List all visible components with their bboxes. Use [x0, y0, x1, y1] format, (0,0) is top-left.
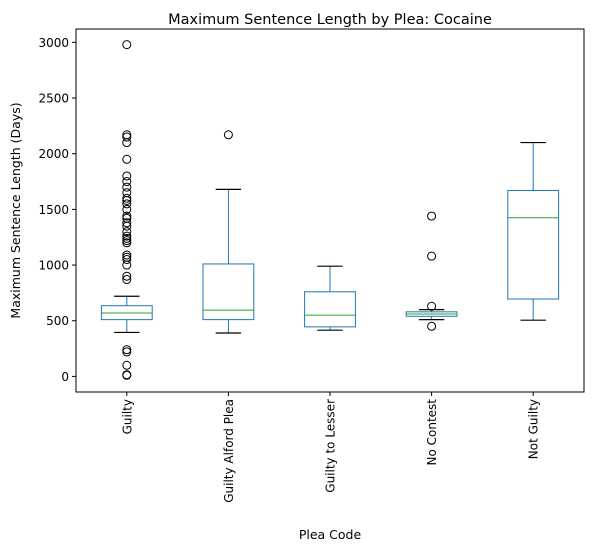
outlier-point	[427, 211, 437, 221]
outlier-point	[122, 236, 132, 246]
box-iqr	[507, 189, 560, 300]
outlier-point	[122, 171, 132, 181]
outlier-point	[122, 227, 132, 237]
outlier-point	[122, 345, 132, 355]
outlier-point	[427, 301, 437, 311]
outlier-point	[122, 193, 132, 203]
outlier-point	[122, 233, 132, 243]
x-tick-label: Not Guilty	[527, 399, 541, 459]
x-axis-label: Plea Code	[299, 527, 362, 542]
outlier-point	[122, 213, 132, 223]
boxes-layer	[100, 40, 560, 380]
outlier-point	[122, 252, 132, 262]
x-tick-label: Guilty Alford Plea	[222, 399, 236, 503]
outlier-point	[122, 218, 132, 228]
y-tick-label: 1000	[38, 259, 69, 273]
outlier-point	[122, 370, 132, 380]
outlier-point	[122, 231, 132, 241]
x-tick-label: Guilty	[120, 399, 134, 434]
box-group	[100, 40, 153, 380]
outlier-point	[122, 275, 132, 285]
outlier-point	[122, 211, 132, 221]
outlier-point	[122, 130, 132, 140]
outlier-point	[122, 154, 132, 164]
outlier-point	[122, 182, 132, 192]
box-group	[507, 141, 560, 321]
box-group	[202, 130, 255, 334]
chart-title: Maximum Sentence Length by Plea: Cocaine	[168, 12, 492, 28]
plot-area	[75, 28, 585, 393]
box-group	[405, 211, 458, 331]
x-axis: Guilty Guilty Alford Plea Guilty to Lesser…	[120, 392, 541, 503]
outlier-point	[427, 321, 437, 331]
y-tick-label: 1500	[38, 203, 69, 217]
y-axis-label: Maximum Sentence Length (Days)	[8, 102, 23, 318]
outlier-point	[122, 199, 132, 209]
outlier-point	[427, 251, 437, 261]
outlier-point	[122, 347, 132, 357]
outlier-point	[122, 40, 132, 50]
outlier-point	[122, 177, 132, 187]
box-iqr	[202, 263, 255, 321]
outlier-point	[122, 250, 132, 260]
y-tick-label: 2000	[38, 147, 69, 161]
outlier-point	[122, 238, 132, 248]
outlier-point	[122, 188, 132, 198]
outlier-point	[223, 130, 233, 140]
y-tick-label: 2500	[38, 92, 69, 106]
outlier-point	[122, 271, 132, 281]
x-tick-label: Guilty to Lesser	[324, 399, 338, 493]
x-tick-label: No Contest	[425, 399, 439, 466]
box-group	[304, 265, 356, 331]
y-tick-label: 3000	[38, 36, 69, 50]
y-axis: 0 500 1000 1500 2000 2500 3000	[38, 36, 76, 384]
y-tick-label: 0	[61, 370, 69, 384]
outlier-point	[122, 360, 132, 370]
outlier-point	[122, 132, 132, 142]
y-tick-label: 500	[46, 314, 69, 328]
outlier-point	[122, 254, 132, 264]
box-iqr	[304, 291, 356, 328]
outlier-point	[122, 204, 132, 214]
